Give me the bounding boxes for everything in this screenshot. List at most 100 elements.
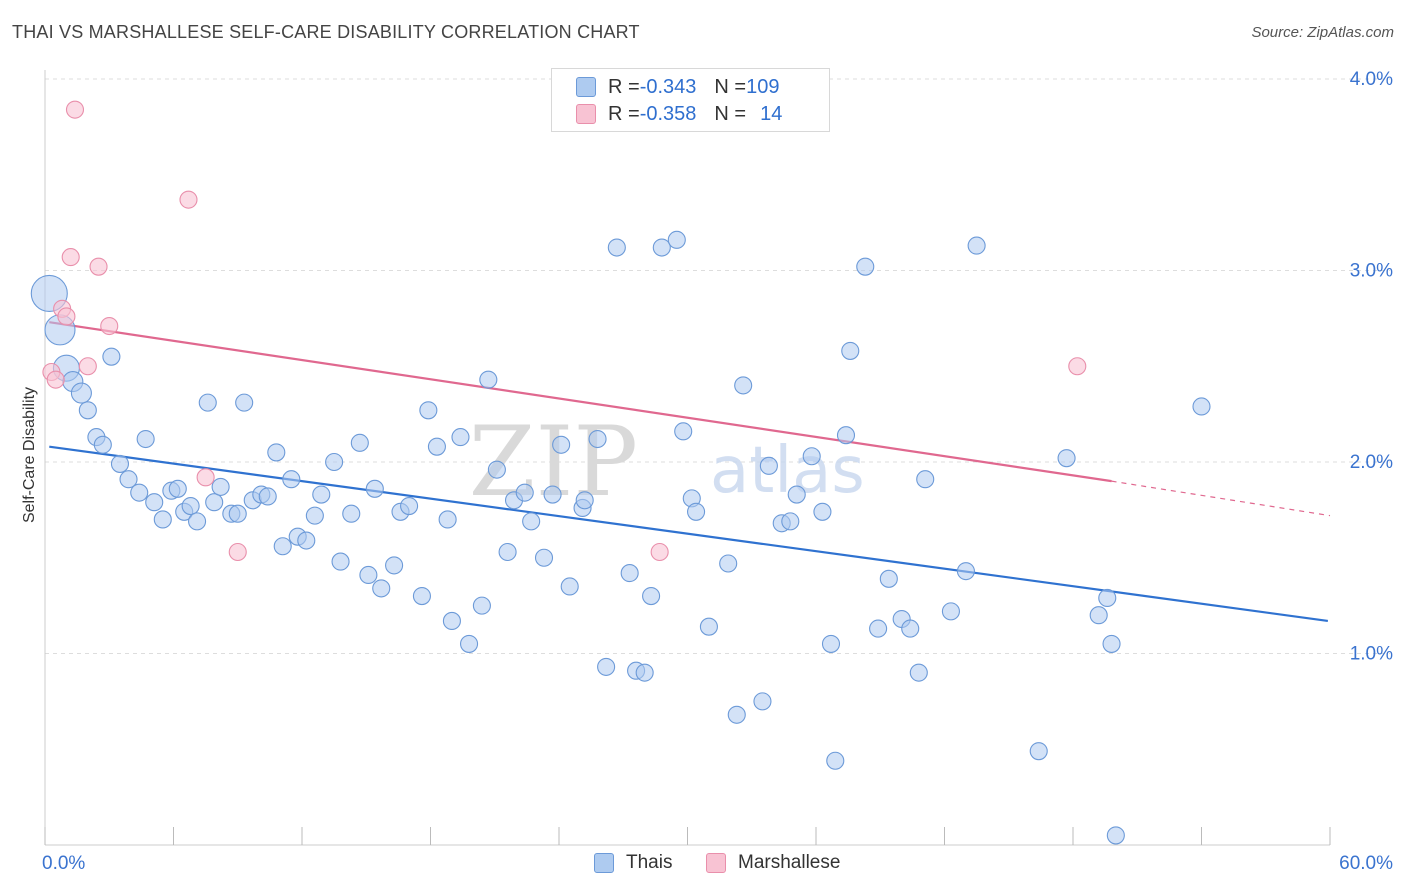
- thais-point: [1098, 588, 1117, 608]
- thais-point: [188, 512, 207, 531]
- thais-point: [70, 382, 92, 404]
- thais-point: [727, 705, 746, 724]
- thais-point: [78, 401, 97, 420]
- thais-point: [901, 619, 920, 638]
- thais-point: [967, 236, 986, 255]
- thais-point: [312, 485, 331, 504]
- x-tick-label: 0.0%: [42, 853, 85, 874]
- thais-point: [588, 429, 607, 449]
- thais-point: [93, 435, 112, 454]
- thais-point: [1106, 826, 1125, 845]
- thais-point: [365, 479, 384, 498]
- thais-point: [136, 429, 155, 449]
- thais-point: [419, 401, 438, 420]
- thais-point: [205, 493, 224, 512]
- thais-point: [1089, 606, 1108, 625]
- thais-point: [1029, 742, 1048, 761]
- thais-point: [916, 470, 935, 489]
- r-value: -0.358: [639, 102, 697, 125]
- thais-point: [228, 504, 247, 523]
- marshallese-point: [100, 316, 119, 336]
- n-label: N =: [714, 75, 747, 98]
- thais-point: [826, 751, 845, 770]
- r-value: -0.343: [639, 75, 697, 98]
- thais-point: [652, 238, 671, 257]
- thais-point: [787, 485, 806, 504]
- watermark-atlas: atlas: [710, 434, 865, 508]
- thais-point: [359, 565, 378, 585]
- thais-point: [273, 537, 292, 556]
- legend-label-thais: Thais: [626, 852, 673, 873]
- thais-point: [145, 493, 164, 512]
- thais-point: [181, 496, 200, 516]
- legend-row-marshallese: R = -0.358 N = 14: [576, 101, 782, 127]
- thais-point: [687, 502, 706, 521]
- thais-point: [198, 393, 217, 412]
- thais-point: [400, 496, 419, 516]
- legend-label-marshallese: Marshallese: [738, 852, 841, 873]
- thais-point: [734, 376, 753, 395]
- n-label: N =: [714, 102, 747, 125]
- marshallese-swatch: [576, 104, 596, 124]
- thais-point: [102, 347, 121, 366]
- marshallese-point: [89, 257, 108, 276]
- thais-point: [479, 370, 498, 389]
- thais-point: [522, 512, 541, 531]
- thais-point: [153, 510, 172, 529]
- n-value: 14: [760, 102, 783, 125]
- marshallese-point: [1068, 357, 1087, 376]
- thais-point: [667, 230, 686, 249]
- thais-point: [759, 456, 778, 475]
- tick-labels: 1.0% 2.0% 3.0% 4.0% 0.0% 60.0%: [42, 69, 1393, 874]
- chart-title: THAI VS MARSHALLESE SELF-CARE DISABILITY…: [12, 22, 640, 42]
- legend-row-thais: R = -0.343 N = 109: [576, 74, 779, 100]
- thais-point: [941, 602, 960, 621]
- thais-point: [235, 393, 254, 412]
- thais-point: [909, 663, 928, 682]
- thais-swatch: [594, 853, 614, 873]
- thais-point: [753, 692, 772, 711]
- thais-point: [305, 506, 324, 525]
- series-legend: Thais Marshallese: [0, 852, 1406, 878]
- y-tick-label: 3.0%: [1350, 261, 1393, 282]
- source-label: Source: ZipAtlas.com: [1251, 24, 1394, 41]
- marshallese-point: [78, 357, 97, 376]
- thais-point: [258, 487, 277, 506]
- thais-point: [635, 663, 654, 682]
- thais-point: [642, 586, 661, 606]
- gridlines: [45, 78, 1390, 654]
- thais-point: [110, 454, 130, 473]
- thais-point: [412, 586, 431, 606]
- marshallese-trend-extension: [1111, 480, 1331, 517]
- thais-point: [331, 552, 350, 571]
- thais-point: [781, 512, 800, 531]
- thais-point: [442, 611, 461, 630]
- thais-point: [836, 426, 856, 445]
- thais-point: [451, 428, 470, 447]
- thais-point: [515, 483, 534, 502]
- marshallese-point: [57, 307, 76, 326]
- thais-point: [956, 562, 975, 581]
- thais-point: [813, 502, 832, 521]
- thais-point: [427, 437, 446, 456]
- marshallese-point: [228, 542, 247, 562]
- marshallese-point: [65, 100, 85, 119]
- trend-lines: [49, 321, 1331, 623]
- y-axis-label: Self-Care Disability: [21, 387, 38, 523]
- marshallese-point: [179, 190, 198, 209]
- thais-point: [841, 341, 860, 360]
- thais-point: [438, 510, 457, 529]
- thais-point: [699, 617, 718, 636]
- thais-point: [211, 477, 230, 496]
- thais-point: [543, 485, 562, 504]
- thais-point: [472, 596, 491, 615]
- watermark: ZIP atlas: [469, 406, 865, 518]
- thais-point: [267, 443, 286, 462]
- thais-point: [821, 634, 841, 653]
- marshallese-point: [650, 542, 669, 562]
- thais-point: [498, 542, 517, 562]
- thais-point: [119, 470, 138, 489]
- x-tick-label: 60.0%: [1339, 853, 1393, 874]
- y-tick-label: 4.0%: [1350, 69, 1393, 90]
- thais-point: [342, 504, 361, 523]
